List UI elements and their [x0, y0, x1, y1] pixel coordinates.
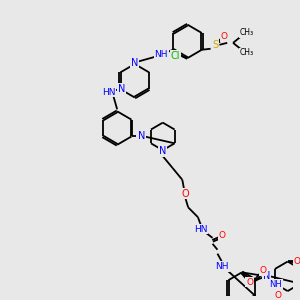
Text: N: N	[118, 84, 125, 94]
Text: O: O	[246, 278, 253, 287]
Text: S: S	[212, 40, 219, 50]
Text: O: O	[219, 231, 226, 240]
Text: O: O	[260, 266, 267, 275]
Text: N: N	[138, 131, 145, 141]
Text: NH: NH	[154, 50, 168, 59]
Text: O: O	[294, 257, 300, 266]
Text: N: N	[159, 146, 166, 156]
Text: CH₃: CH₃	[240, 48, 254, 57]
Text: O: O	[221, 32, 228, 41]
Text: N: N	[262, 271, 270, 281]
Text: N: N	[131, 58, 138, 68]
Text: Cl: Cl	[171, 51, 181, 61]
Text: HN: HN	[102, 88, 116, 97]
Text: NH: NH	[216, 262, 229, 271]
Text: NH: NH	[270, 280, 282, 289]
Text: HN: HN	[194, 224, 208, 233]
Text: CH₃: CH₃	[240, 28, 254, 38]
Text: O: O	[182, 189, 189, 199]
Text: O: O	[274, 291, 281, 300]
